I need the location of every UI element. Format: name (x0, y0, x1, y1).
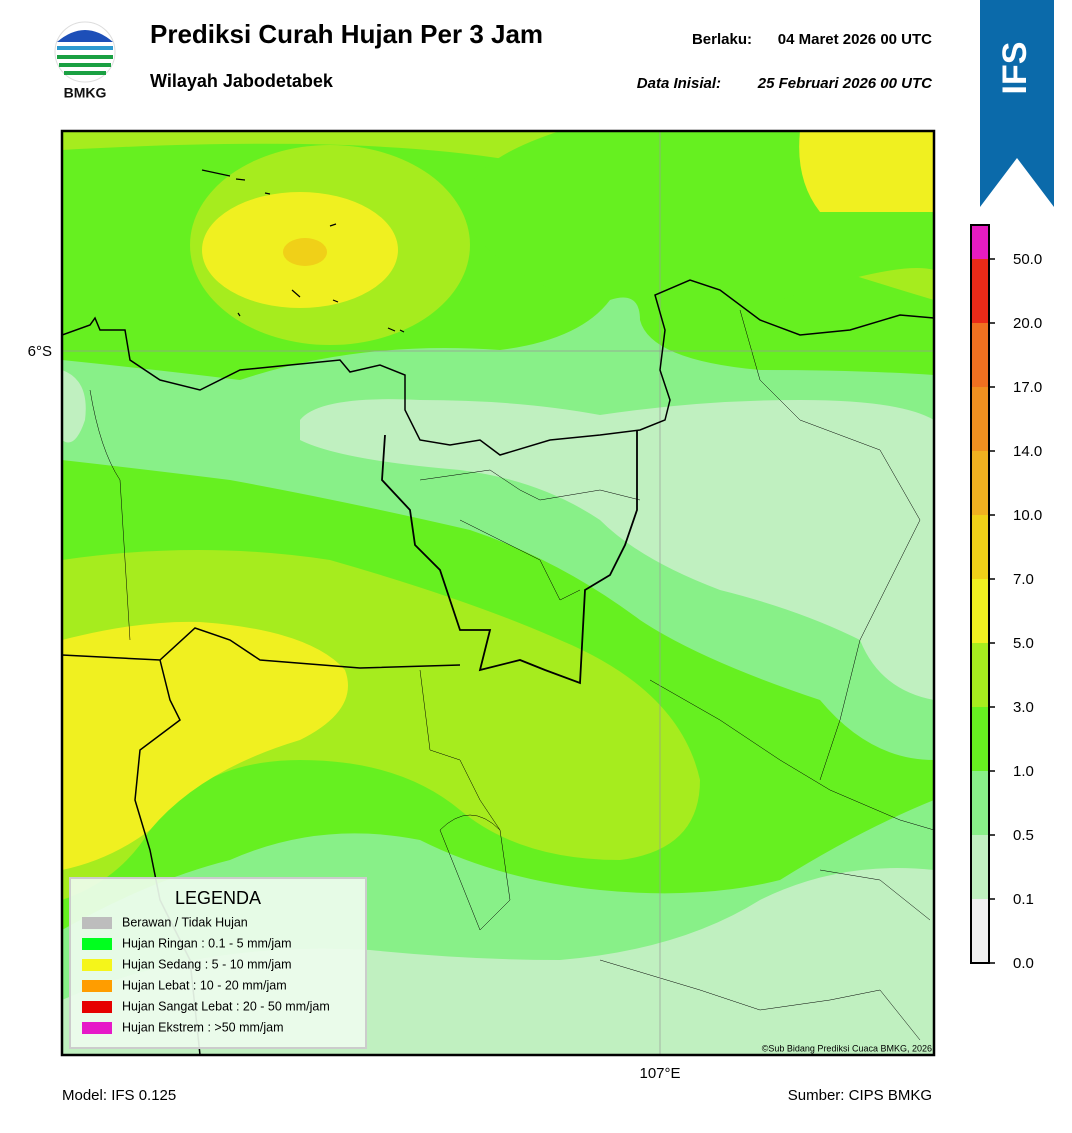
legend-swatch (82, 917, 112, 929)
badge (980, 0, 1054, 207)
district-borders (89, 309, 934, 1041)
lat-label: 6°S (28, 343, 52, 360)
colorbar-segment (971, 579, 989, 643)
init-label: Data Inisial: (637, 75, 721, 92)
colorbar-tick-label: 20.0 (1013, 315, 1042, 332)
coastline (62, 279, 934, 456)
colorbar-tick-label: 1.0 (1013, 763, 1034, 780)
valid-label: Berlaku: (692, 31, 752, 48)
colorbar-segment (971, 835, 989, 899)
colorbar-segment (971, 707, 989, 771)
colorbar-segment (971, 643, 989, 707)
colorbar-frame (970, 224, 990, 964)
colorbar-tick-label: 10.0 (1013, 507, 1042, 524)
legend-title: LEGENDA (175, 888, 261, 908)
map-frame (60, 129, 936, 1057)
legend-label: Hujan Ringan : 0.1 - 5 mm/jam (122, 936, 292, 950)
source: Sumber: CIPS BMKG (788, 1087, 932, 1104)
legend-swatch (82, 1001, 112, 1013)
colorbar-segment (971, 387, 989, 451)
colorbar-segment (971, 771, 989, 835)
legend-label: Hujan Lebat : 10 - 20 mm/jam (122, 978, 287, 992)
colorbar-tick-label: 5.0 (1013, 635, 1034, 652)
subtitle: Wilayah Jabodetabek (150, 71, 334, 91)
colorbar-tick-label: 7.0 (1013, 571, 1034, 588)
colorbar: 0.0 0.1 0.5 1.0 3.0 5.0 7.0 10.0 14.0 17.0 20.0 50.… (970, 224, 1042, 972)
legend-swatch (82, 1022, 112, 1034)
colorbar-tick-label: 14.0 (1013, 443, 1042, 460)
colorbar-segment (971, 451, 989, 515)
legend-label: Hujan Ekstrem : >50 mm/jam (122, 1020, 284, 1034)
colorbar-tick-label: 17.0 (1013, 379, 1042, 396)
legend-swatch (82, 959, 112, 971)
colorbar-tick-label: 0.0 (1013, 955, 1034, 972)
legend-label: Hujan Sangat Lebat : 20 - 50 mm/jam (122, 999, 330, 1013)
colorbar-segment (971, 225, 989, 259)
init-value: 25 Februari 2026 00 UTC (757, 75, 933, 92)
colorbar-segment (971, 323, 989, 387)
legend-label: Berawan / Tidak Hujan (122, 915, 248, 929)
legend-label: Hujan Sedang : 5 - 10 mm/jam (122, 957, 292, 971)
colorbar-tick-label: 0.5 (1013, 827, 1034, 844)
copyright: ©Sub Bidang Prediksi Cuaca BMKG, 2026 (762, 1043, 932, 1053)
logo-text: BMKG (64, 85, 107, 101)
colorbar-segment (971, 899, 989, 963)
logo: BMKG (54, 21, 116, 101)
colorbar-tick-label: 50.0 (1013, 251, 1042, 268)
legend: LEGENDA Berawan / Tidak Hujan Hujan Ringa… (69, 877, 367, 1049)
model: Model: IFS 0.125 (62, 1087, 176, 1104)
colorbar-tick-label: 3.0 (1013, 699, 1034, 716)
province-border (381, 430, 638, 685)
colorbar-segment (971, 515, 989, 579)
badge-text: IFS (996, 42, 1034, 95)
valid-value: 04 Maret 2026 00 UTC (778, 31, 932, 48)
colorbar-tick-label: 0.1 (1013, 891, 1034, 908)
map (62, 131, 934, 1055)
colorbar-segment (971, 259, 989, 323)
legend-swatch (82, 980, 112, 992)
title: Prediksi Curah Hujan Per 3 Jam (150, 19, 543, 49)
lon-label: 107°E (639, 1065, 680, 1082)
legend-swatch (82, 938, 112, 950)
islands (201, 169, 405, 333)
